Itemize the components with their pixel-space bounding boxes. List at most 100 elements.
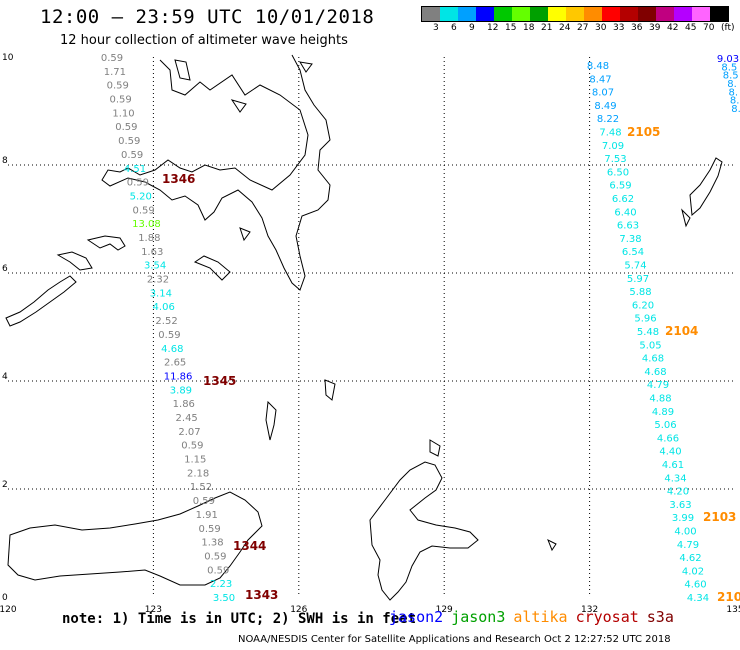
legend-label: 27 (577, 23, 589, 33)
wave-height-value: 9.03 (717, 54, 739, 65)
coast-island-h (265, 400, 277, 441)
legend-swatch (638, 7, 656, 21)
wave-height-value: 4.68 (161, 344, 183, 355)
legend-swatch (494, 7, 512, 21)
wave-height-value: 0.59 (132, 205, 154, 216)
map-subtitle: 12 hour collection of altimeter wave hei… (60, 33, 348, 48)
legend-label: 70 (703, 23, 715, 33)
wave-height-value: 0.59 (107, 81, 129, 92)
legend-label: 45 (685, 23, 697, 33)
wave-height-value: 5.88 (629, 287, 651, 298)
wave-height-value: 8.5 (723, 71, 739, 82)
satellite-label: s3a (646, 608, 674, 626)
y-tick-label: 4 (2, 372, 8, 382)
wave-height-value: 5.06 (654, 420, 676, 431)
y-tick-label: 6 (2, 264, 8, 274)
wave-height-value: 7.38 (619, 234, 641, 245)
wave-height-value: 4.34 (664, 473, 686, 484)
coastline (5, 54, 723, 601)
wave-height-value: 2.65 (164, 358, 186, 369)
legend-label: 21 (541, 23, 553, 33)
legend-swatch (422, 7, 440, 21)
color-legend-labels: 3 6 9 12 15 18 21 24 27 30 33 36 39 42 45 70 (ft) (421, 23, 740, 35)
wave-height-value: 4.66 (657, 433, 679, 444)
time-label: 2105 (627, 125, 660, 139)
legend-swatch (548, 7, 566, 21)
wave-height-value: 8.49 (594, 101, 616, 112)
wave-height-value: 5.96 (634, 314, 656, 325)
wave-height-value: 0.59 (158, 330, 180, 341)
legend-swatch (656, 7, 674, 21)
wave-height-value: 8.07 (592, 88, 614, 99)
wave-height-value: 4.79 (677, 540, 699, 551)
wave-height-value: 6.62 (612, 194, 634, 205)
wave-height-value: 1.71 (104, 67, 126, 78)
credit-line: NOAA/NESDIS Center for Satellite Applica… (238, 634, 671, 645)
coast-island-a (174, 59, 191, 81)
wave-height-value: 4.88 (649, 394, 671, 405)
legend-swatch (602, 7, 620, 21)
wave-height-value: 11.86 (164, 371, 193, 382)
wave-height-value: 0.59 (127, 178, 149, 189)
wave-height-value: 0.59 (181, 441, 203, 452)
coast-island-d (239, 227, 251, 242)
legend-label: 9 (469, 23, 475, 33)
legend-label: 42 (667, 23, 679, 33)
time-label: 2104 (665, 324, 698, 338)
wave-height-value: 7.09 (602, 141, 624, 152)
wave-height-value: 6.54 (622, 247, 644, 258)
wave-height-value: 0.59 (199, 524, 221, 535)
wave-height-value: 6.50 (607, 167, 629, 178)
satellite-legend: jason2 jason3 altika cryosat s3a (389, 608, 682, 626)
legend-label: 18 (523, 23, 535, 33)
wave-height-value: 5.97 (627, 274, 649, 285)
legend-swatch (476, 7, 494, 21)
wave-height-value: 4.02 (682, 566, 704, 577)
y-tick-label: 2 (2, 480, 8, 490)
wave-height-value: 4.89 (652, 407, 674, 418)
legend-swatch (674, 7, 692, 21)
coast-mindanao (7, 491, 263, 586)
coast-island-l (689, 157, 723, 217)
wave-height-value: 4.51 (124, 164, 146, 175)
wave-height-value: 4.68 (644, 367, 666, 378)
wave-height-value: 4.60 (684, 580, 706, 591)
wave-height-value: 5.05 (639, 340, 661, 351)
wave-height-value: 2.18 (187, 468, 209, 479)
wave-height-value: 1.52 (190, 482, 212, 493)
time-label: 1345 (203, 374, 236, 388)
wave-height-value: 6.40 (614, 207, 636, 218)
wave-height-value: 1.38 (201, 538, 223, 549)
satellite-label: altika (513, 608, 568, 626)
wave-height-value: 1.63 (141, 247, 163, 258)
legend-label: 39 (649, 23, 661, 33)
wave-height-value: 13.08 (132, 219, 161, 230)
wave-height-value: 4.79 (647, 380, 669, 391)
wave-height-value: 1.15 (184, 455, 206, 466)
wave-height-value: 3.63 (669, 500, 691, 511)
legend-swatch (692, 7, 710, 21)
wave-height-value: 1.88 (138, 233, 160, 244)
coast-island-m (681, 208, 691, 228)
wave-height-value: 0.59 (204, 551, 226, 562)
legend-swatch (440, 7, 458, 21)
map-title: 12:00 – 23:59 UTC 10/01/2018 (40, 6, 375, 28)
wave-height-value: 0.59 (101, 53, 123, 64)
wave-height-value: 7.53 (604, 154, 626, 165)
legend-swatch (584, 7, 602, 21)
time-label: 2103 (703, 510, 736, 524)
wave-height-value: 0.59 (193, 496, 215, 507)
legend-label: 15 (505, 23, 517, 33)
y-tick-label: 0 (2, 593, 8, 603)
wave-height-value: 4.62 (679, 553, 701, 564)
wave-height-value: 0.59 (207, 565, 229, 576)
time-label: 1343 (245, 588, 278, 602)
wave-height-value: 3.89 (170, 385, 192, 396)
legend-swatch (620, 7, 638, 21)
coast-island-e (86, 235, 126, 251)
wave-height-value: 2.52 (155, 316, 177, 327)
wave-height-value: 2.07 (178, 427, 200, 438)
time-label: 1344 (233, 539, 266, 553)
wave-height-value: 0.59 (115, 122, 137, 133)
